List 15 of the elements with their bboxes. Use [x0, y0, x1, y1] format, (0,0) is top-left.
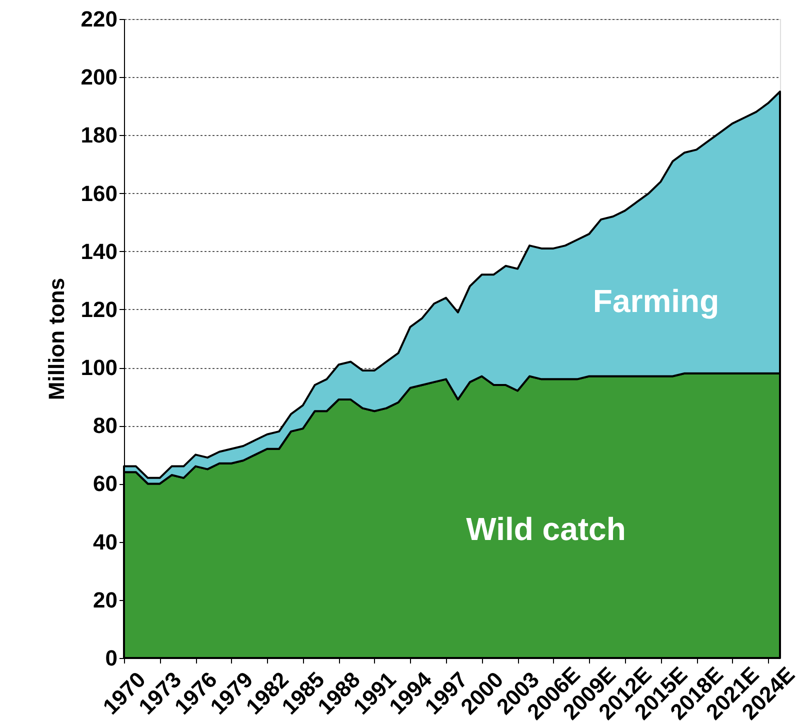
- series-label: Farming: [592, 283, 720, 319]
- y-tick-label: 100: [80, 355, 118, 380]
- y-tick-label: 160: [80, 180, 118, 206]
- series-label: Wild catch: [466, 511, 626, 547]
- y-axis-title: Million tons: [44, 278, 69, 400]
- y-tick-label: 0: [105, 646, 118, 670]
- y-tick-label: 40: [93, 529, 118, 554]
- y-tick-label: 140: [80, 238, 118, 264]
- y-tick-label: 80: [93, 413, 118, 438]
- y-tick-label: 20: [93, 587, 118, 612]
- y-tick-label: 60: [93, 471, 118, 496]
- y-tick-label: 200: [80, 64, 118, 90]
- y-tick-label: 220: [80, 6, 118, 32]
- y-tick-label: 120: [80, 296, 118, 322]
- y-tick-label: 180: [80, 122, 118, 148]
